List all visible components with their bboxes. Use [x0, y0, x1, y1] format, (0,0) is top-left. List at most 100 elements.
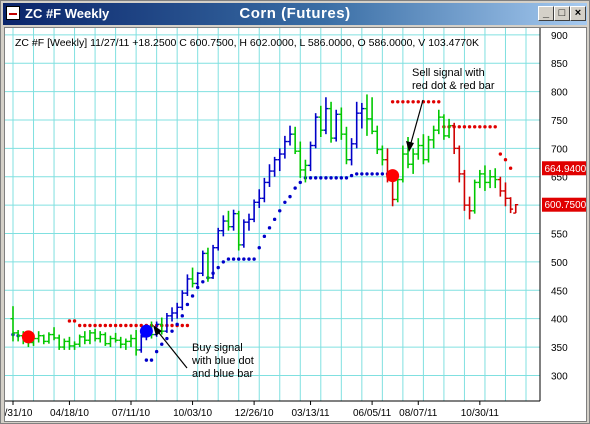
chart-header: ZC #F [Weekly] 11/27/11 +18.2500 C 600.7…	[15, 37, 479, 49]
stop-dot	[406, 100, 410, 104]
ohlc-bar	[508, 197, 514, 214]
stop-dot	[401, 100, 405, 104]
stop-dot	[83, 323, 87, 328]
ohlc-bar	[328, 101, 334, 143]
ohlc-bar	[513, 203, 519, 214]
ohlc-bar	[415, 138, 421, 160]
stop-dot	[334, 176, 338, 180]
ohlc-bar	[82, 331, 88, 345]
ohlc-bar	[461, 169, 467, 211]
sell-dot-marker	[386, 169, 400, 183]
stop-dot	[195, 285, 200, 290]
ohlc-bar	[61, 338, 67, 350]
sell-dot-marker	[21, 330, 35, 344]
ohlc-bar	[246, 213, 252, 231]
ohlc-bar	[159, 317, 165, 335]
stop-dot	[365, 172, 369, 176]
close-button[interactable]: ×	[570, 6, 586, 21]
stop-dot	[124, 323, 128, 328]
sell-arrowhead	[406, 141, 414, 152]
y-tick-label: 300	[551, 371, 568, 382]
ohlc-bar	[446, 118, 452, 139]
y-tick-label: 500	[551, 258, 568, 269]
stop-dot	[267, 226, 272, 230]
price-tag-label: 664.9400	[545, 164, 587, 175]
ohlc-bar	[66, 336, 72, 350]
ohlc-bar	[502, 182, 508, 207]
stop-dot	[170, 323, 174, 328]
stop-dot	[257, 246, 261, 250]
stop-dot	[488, 125, 492, 129]
ohlc-bar	[10, 306, 16, 342]
ohlc-bar	[123, 338, 129, 350]
y-tick-label: 650	[551, 173, 568, 184]
ohlc-bar	[302, 159, 308, 183]
trailing-stop-dots	[11, 100, 513, 362]
ohlc-bar	[313, 113, 319, 149]
ohlc-bar	[128, 334, 134, 348]
ohlc-bar	[436, 109, 442, 135]
ohlc-bar	[241, 219, 247, 248]
stop-dot	[144, 358, 149, 362]
stop-dot	[93, 323, 97, 328]
ohlc-bar	[41, 334, 47, 345]
stop-dot	[329, 176, 333, 180]
stop-dot	[160, 342, 164, 346]
ohlc-bar	[297, 141, 303, 178]
ohlc-bar	[477, 169, 483, 189]
minimize-button[interactable]: _	[538, 6, 554, 21]
stop-dot	[375, 172, 379, 176]
ohlc-bar	[51, 327, 57, 341]
ohlc-bar	[287, 125, 293, 146]
stop-dot	[498, 152, 503, 156]
title-bar[interactable]: ZC #F Weekly Corn (Futures) _ □ ×	[3, 3, 587, 25]
ohlc-bar	[251, 199, 257, 223]
ohlc-bar	[174, 302, 180, 319]
maximize-button[interactable]: □	[554, 6, 570, 21]
x-tick-label: 04/18/10	[50, 408, 89, 419]
stop-dot	[77, 323, 82, 328]
ohlc-bar	[379, 145, 385, 166]
ohlc-bar	[451, 122, 457, 155]
x-tick-label: 08/07/11	[399, 408, 438, 419]
stop-dot	[67, 319, 72, 323]
sell-annotation-text: red dot & red bar	[412, 80, 495, 92]
stop-dot	[237, 257, 241, 261]
x-tick-label: 10/03/10	[173, 408, 212, 419]
ohlc-bar	[467, 196, 473, 220]
stop-dot	[370, 172, 374, 176]
buy-annotation-text: and blue bar	[192, 368, 253, 380]
y-tick-label: 700	[551, 144, 568, 155]
price-tag-label: 600.7500	[545, 200, 587, 211]
stop-dot	[283, 200, 287, 204]
price-tag	[542, 161, 586, 176]
ohlc-bar	[354, 101, 360, 149]
stop-dot	[355, 172, 359, 176]
y-tick-label: 550	[551, 230, 568, 241]
ohlc-bar	[200, 250, 206, 277]
ohlc-bar	[487, 169, 493, 189]
ohlc-bar	[205, 247, 211, 282]
stop-dot	[149, 358, 154, 362]
stop-dot	[324, 176, 328, 180]
app-icon	[6, 6, 20, 20]
stop-dot	[293, 186, 297, 190]
chart-area[interactable]: ZC #F [Weekly] 11/27/11 +18.2500 C 600.7…	[4, 27, 587, 422]
price-chart[interactable]: ZC #F [Weekly] 11/27/11 +18.2500 C 600.7…	[5, 28, 587, 422]
buy-dot-marker	[139, 324, 153, 338]
ohlc-bar	[338, 107, 344, 140]
window-title: ZC #F Weekly	[25, 6, 110, 21]
ohlc-bar	[184, 274, 190, 296]
ohlc-bar	[374, 125, 380, 155]
ohlc-bar	[113, 332, 119, 343]
ohlc-bar	[323, 97, 329, 135]
ohlc-bar	[343, 126, 349, 165]
ohlc-bar	[195, 272, 201, 286]
stop-dot	[457, 125, 462, 129]
stop-dot	[339, 176, 344, 180]
stop-dot	[185, 302, 190, 307]
stop-dot	[278, 209, 282, 213]
y-tick-label: 850	[551, 59, 568, 70]
stop-dot	[426, 100, 431, 104]
